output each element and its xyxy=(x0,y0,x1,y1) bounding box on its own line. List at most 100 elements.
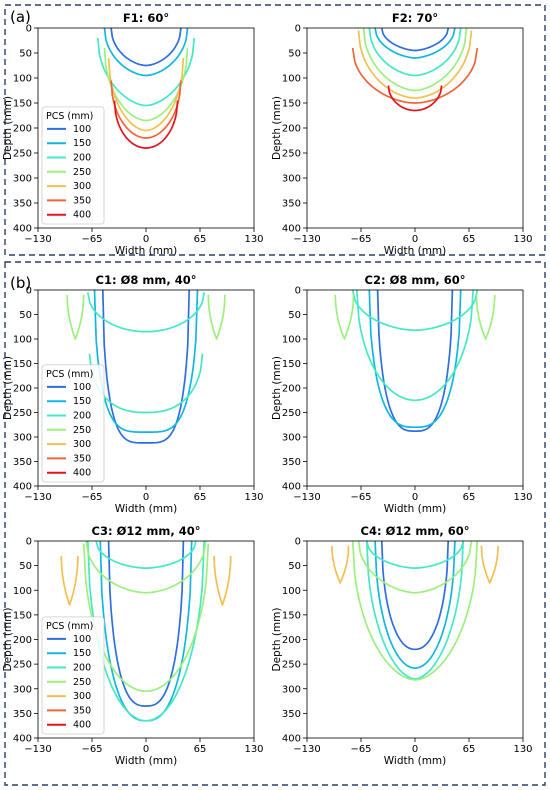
chart-3: C1: Ø8 mm, 40° −130 −65 0 65 130 0 50 100 150 200 2… xyxy=(2,273,264,515)
y-tick-label: 300 xyxy=(282,684,301,695)
plot-frame xyxy=(306,289,524,487)
y-tick-label: 250 xyxy=(13,660,32,671)
panel-a-frame xyxy=(4,4,546,256)
chart-title: C3: Ø12 mm, 40° xyxy=(92,524,201,538)
legend-title: PCS (mm) xyxy=(46,621,93,632)
legend-box xyxy=(41,106,105,225)
y-axis-label: Depth (mm) xyxy=(271,608,283,672)
curve-pcs-350 xyxy=(351,47,479,104)
legend-entry-100: 100 xyxy=(73,382,91,393)
legend-entry-350: 350 xyxy=(73,705,91,716)
curve-pcs-400 xyxy=(387,85,443,112)
x-axis-label: Width (mm) xyxy=(384,503,447,515)
x-tick-label: 130 xyxy=(513,492,532,503)
chart-title: C4: Ø12 mm, 60° xyxy=(361,524,470,538)
y-tick-label: 50 xyxy=(19,310,32,321)
y-tick-label: 50 xyxy=(19,49,32,60)
curve-pcs-250 xyxy=(362,28,468,92)
y-tick-label: 0 xyxy=(295,537,301,548)
curve-pcs-100 xyxy=(376,290,454,432)
legend-box xyxy=(41,616,105,735)
y-tick-label: 0 xyxy=(26,24,32,35)
legend-title: PCS (mm) xyxy=(46,111,93,122)
y-tick-label: 300 xyxy=(13,433,32,444)
y-tick-label: 100 xyxy=(282,335,301,346)
x-tick-label: 130 xyxy=(513,234,532,245)
legend-entry-100: 100 xyxy=(73,634,91,645)
x-axis-label: Width (mm) xyxy=(115,755,178,767)
y-tick-label: 250 xyxy=(282,408,301,419)
x-tick-label: 130 xyxy=(244,744,263,755)
x-tick-label: 65 xyxy=(463,744,476,755)
legend-entry-350: 350 xyxy=(73,195,91,206)
y-tick-label: 50 xyxy=(288,310,301,321)
plot-frame xyxy=(306,540,524,739)
curve-pcs-300 xyxy=(107,57,185,132)
y-tick-label: 200 xyxy=(13,635,32,646)
curve-pcs-200 xyxy=(351,290,479,332)
y-tick-label: 0 xyxy=(26,537,32,548)
legend: PCS (mm) 100 150 200 250 300 350 400 xyxy=(41,616,105,735)
y-tick-label: 200 xyxy=(13,384,32,395)
charts-layer: F1: 60° −130 −65 0 65 130 0 50 100 150 200 250 300 35… xyxy=(2,11,533,767)
x-axis-label: Width (mm) xyxy=(384,755,447,767)
curves xyxy=(66,290,226,444)
chart-title: F2: 70° xyxy=(392,11,438,25)
x-axis-label: Width (mm) xyxy=(115,245,178,257)
x-tick-label: −65 xyxy=(81,492,102,503)
curve-pcs-200 xyxy=(368,28,462,77)
panel-a-label: (a) xyxy=(10,8,31,26)
curve-pcs-200 xyxy=(365,541,465,569)
y-tick-label: 400 xyxy=(13,482,32,493)
y-tick-label: 100 xyxy=(13,74,32,85)
y-tick-label: 150 xyxy=(13,359,32,370)
x-tick-label: −130 xyxy=(293,234,320,245)
y-tick-label: 200 xyxy=(282,635,301,646)
y-tick-label: 150 xyxy=(282,99,301,110)
chart-4: C2: Ø8 mm, 60° −130 −65 0 65 130 0 50 100 150 200 2… xyxy=(271,273,533,515)
curve-pcs-300 xyxy=(357,30,473,99)
x-tick-label: 130 xyxy=(513,744,532,755)
panel-b-label: (b) xyxy=(10,274,31,292)
y-tick-label: 350 xyxy=(282,199,301,210)
y-tick-label: 250 xyxy=(282,149,301,160)
curve-pcs-200 xyxy=(355,290,475,402)
curve-pcs-200 xyxy=(88,353,204,414)
y-axis-label: Depth (mm) xyxy=(2,356,14,420)
curve-pcs-350 xyxy=(110,80,182,139)
x-tick-label: 65 xyxy=(194,234,207,245)
curves xyxy=(331,541,499,681)
x-tick-label: −130 xyxy=(293,744,320,755)
y-tick-label: 0 xyxy=(26,286,32,297)
legend-entry-400: 400 xyxy=(73,468,91,479)
legend: PCS (mm) 100 150 200 250 300 350 400 xyxy=(41,106,105,225)
curve-pcs-100 xyxy=(110,28,182,67)
y-tick-label: 0 xyxy=(295,24,301,35)
curves xyxy=(334,290,496,432)
legend-entry-150: 150 xyxy=(73,138,91,149)
panel-b-frame xyxy=(4,261,546,786)
x-tick-label: 0 xyxy=(412,744,418,755)
curve-pcs-150 xyxy=(93,290,199,433)
curves xyxy=(96,28,196,149)
x-tick-label: 0 xyxy=(143,744,149,755)
chart-title: C1: Ø8 mm, 40° xyxy=(96,273,197,287)
x-tick-label: 130 xyxy=(244,234,263,245)
legend-entry-250: 250 xyxy=(73,167,91,178)
curve-pcs-250 xyxy=(334,294,355,340)
y-tick-label: 250 xyxy=(282,660,301,671)
y-tick-label: 300 xyxy=(282,433,301,444)
curve-pcs-150 xyxy=(374,28,456,59)
curve-pcs-100 xyxy=(380,28,450,52)
y-tick-label: 350 xyxy=(282,457,301,468)
curve-pcs-300 xyxy=(480,545,499,584)
curve-pcs-250 xyxy=(207,294,226,340)
x-tick-label: 65 xyxy=(463,492,476,503)
legend-entry-200: 200 xyxy=(73,411,91,422)
legend-entry-200: 200 xyxy=(73,663,91,674)
y-tick-label: 100 xyxy=(282,586,301,597)
x-tick-label: 65 xyxy=(194,492,207,503)
y-tick-label: 400 xyxy=(282,224,301,235)
legend-entry-150: 150 xyxy=(73,648,91,659)
